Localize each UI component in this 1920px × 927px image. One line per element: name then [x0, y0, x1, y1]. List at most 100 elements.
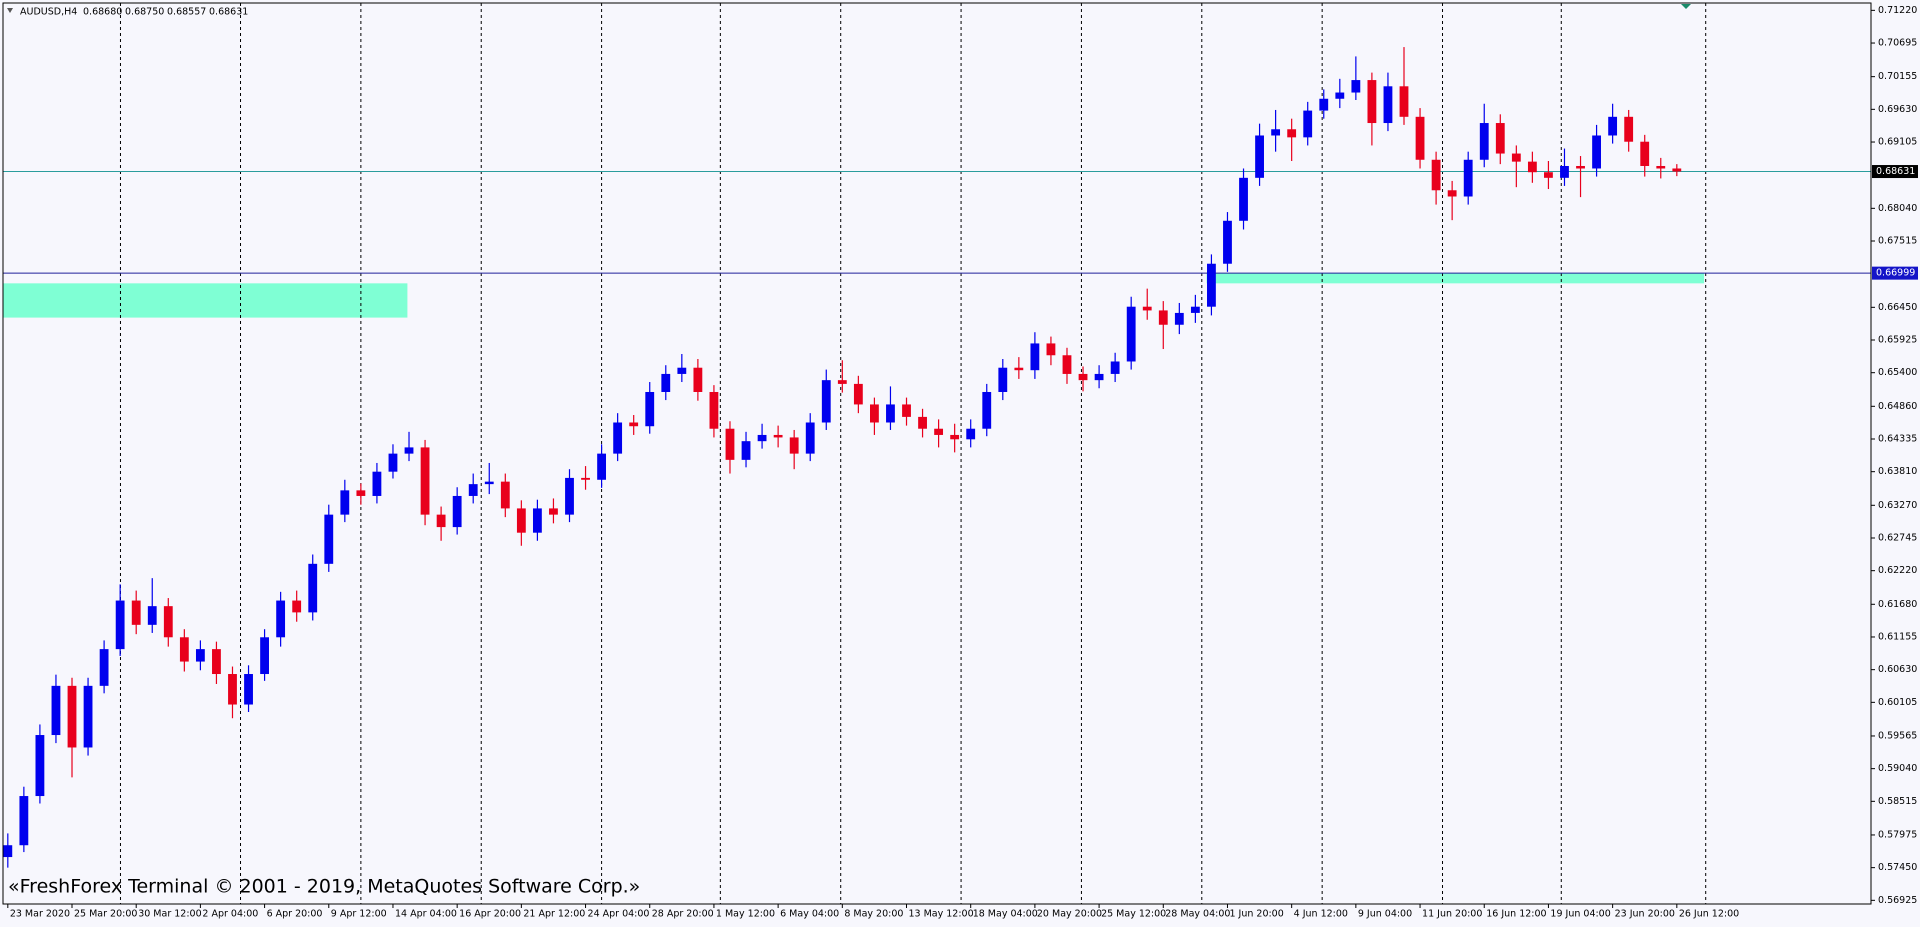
candle-body	[1511, 153, 1521, 162]
x-tick-label: 2 Apr 04:00	[202, 909, 258, 920]
candle-body	[1030, 343, 1040, 371]
candle-body	[1255, 135, 1264, 178]
candle-body	[1014, 367, 1024, 371]
candle-body	[340, 490, 350, 515]
candle-body	[902, 404, 911, 417]
y-tick-label: 0.59040	[1878, 763, 1917, 774]
candle-body	[532, 508, 542, 533]
candle-body	[661, 373, 671, 392]
x-tick-label: 1 May 12:00	[716, 909, 775, 920]
x-tick-label: 4 Jun 12:00	[1294, 909, 1348, 920]
price-label: 0.68631	[1876, 166, 1915, 177]
candle-body	[1078, 373, 1088, 381]
plot-border	[2, 2, 1872, 905]
candle-body	[1142, 306, 1152, 311]
candle-body	[1447, 190, 1457, 197]
x-tick-label: 13 May 12:00	[909, 909, 974, 920]
candle-body	[1207, 263, 1216, 307]
candle-body	[436, 514, 446, 528]
y-tick-label: 0.63270	[1878, 500, 1917, 511]
candle-body	[709, 391, 719, 429]
candle-body	[388, 453, 398, 472]
y-tick-label: 0.62220	[1878, 565, 1917, 576]
y-tick-label: 0.59565	[1878, 730, 1917, 741]
ohlc-close: 0.68631	[209, 7, 248, 18]
x-tick-label: 24 Apr 04:00	[588, 909, 650, 920]
candle-body	[869, 404, 879, 423]
x-tick-label: 25 May 12:00	[1101, 909, 1166, 920]
candle-body	[934, 428, 944, 435]
candle-body	[1126, 306, 1136, 362]
y-tick-label: 0.70155	[1878, 71, 1917, 82]
candle-body	[1046, 343, 1056, 356]
candle-body	[228, 674, 237, 705]
candle-body	[195, 649, 205, 662]
y-tick-label: 0.62745	[1878, 532, 1917, 543]
x-tick-label: 8 May 20:00	[844, 909, 903, 920]
candle-body	[757, 434, 767, 442]
candle-body	[565, 477, 574, 515]
y-tick-label: 0.68040	[1878, 203, 1917, 214]
candle-body	[1239, 177, 1248, 221]
symbol: AUDUSD,H4	[20, 7, 77, 18]
candle-body	[1158, 310, 1168, 325]
ohlc-low: 0.68557	[167, 7, 206, 18]
candle-body	[244, 674, 253, 705]
candle-body	[212, 649, 221, 675]
candle-body	[1608, 116, 1618, 136]
candle-body	[1415, 116, 1425, 160]
candle-body	[789, 437, 799, 454]
y-tick-label: 0.57450	[1878, 862, 1917, 873]
candle-body	[1110, 361, 1120, 374]
candle-body	[516, 508, 526, 533]
candle-body	[1576, 165, 1585, 169]
y-tick-label: 0.71220	[1878, 5, 1917, 16]
candle-body	[1383, 86, 1393, 124]
y-tick-label: 0.65400	[1878, 367, 1917, 378]
candle-body	[1431, 159, 1441, 191]
candle-body	[1190, 306, 1200, 313]
candle-body	[1367, 80, 1377, 124]
y-tick-label: 0.69105	[1878, 137, 1917, 148]
candle-body	[276, 600, 286, 638]
x-tick-label: 18 May 04:00	[973, 909, 1038, 920]
price-label-bg	[1872, 266, 1918, 280]
candle-body	[693, 367, 703, 392]
candle-body	[741, 441, 751, 460]
candle-body	[292, 600, 302, 613]
x-tick-label: 6 May 04:00	[780, 909, 839, 920]
x-tick-label: 16 Apr 20:00	[459, 909, 521, 920]
candle-body	[3, 845, 13, 858]
candle-body	[773, 434, 783, 438]
candle-body	[1624, 116, 1634, 142]
y-tick-label: 0.65925	[1878, 335, 1917, 346]
y-tick-label: 0.63810	[1878, 466, 1917, 477]
symbol-icon	[7, 8, 13, 13]
x-tick-label: 9 Jun 04:00	[1358, 909, 1412, 920]
y-tick-label: 0.70695	[1878, 38, 1917, 49]
candle-body	[1560, 165, 1569, 178]
candle-body	[725, 428, 735, 460]
candle-body	[83, 685, 93, 748]
zones	[3, 273, 1705, 318]
candles	[3, 47, 1682, 868]
marker	[1681, 4, 1691, 9]
x-tick-label: 20 May 20:00	[1037, 909, 1102, 920]
candle-body	[452, 495, 462, 528]
candle-body	[805, 422, 815, 454]
candle-body	[950, 434, 960, 440]
candle-body	[163, 606, 173, 638]
candle-body	[372, 471, 382, 496]
x-tick-label: 16 Jun 12:00	[1486, 909, 1546, 920]
x-tick-label: 1 Jun 20:00	[1229, 909, 1283, 920]
candle-body	[629, 422, 639, 427]
price-label: 0.66999	[1876, 268, 1915, 279]
candle-body	[1640, 141, 1650, 166]
x-tick-label: 14 Apr 04:00	[395, 909, 457, 920]
y-tick-label: 0.56925	[1878, 895, 1917, 906]
candle-body	[837, 380, 847, 384]
candle-body	[468, 484, 478, 496]
zone	[1206, 273, 1705, 284]
candle-body	[1463, 159, 1473, 197]
x-tick-label: 25 Mar 20:00	[74, 909, 137, 920]
